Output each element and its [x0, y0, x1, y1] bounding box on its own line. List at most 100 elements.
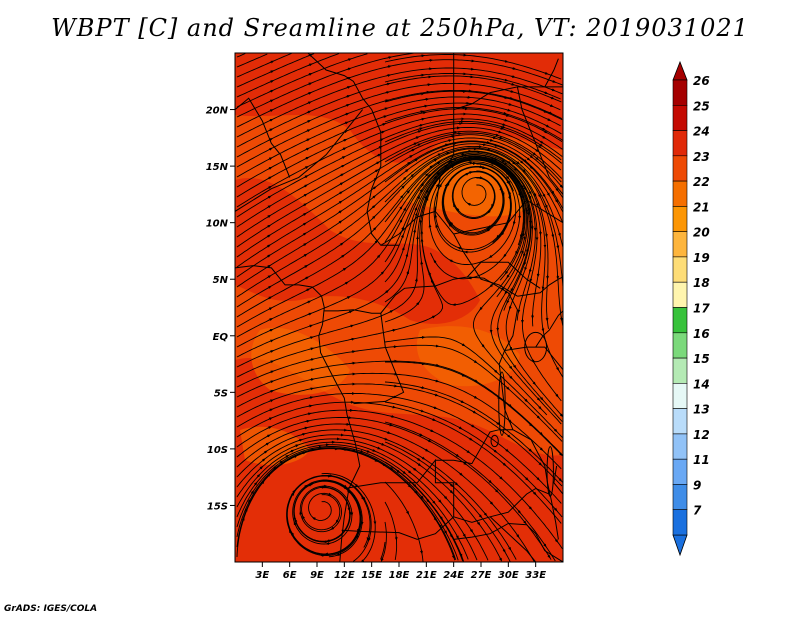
- streamline-arrow: [498, 136, 504, 140]
- streamline-arrow: [519, 233, 523, 239]
- streamline-arrow: [291, 531, 295, 537]
- streamline-arrow: [448, 259, 454, 263]
- streamline: [384, 151, 563, 378]
- streamline-arrow: [336, 553, 341, 556]
- streamline-arrow: [326, 539, 331, 542]
- streamline-arrow: [306, 129, 311, 133]
- streamline-arrow: [539, 447, 544, 451]
- streamline-arrow: [303, 264, 309, 268]
- streamline-arrow: [538, 462, 543, 466]
- streamline-arrow: [401, 246, 405, 252]
- streamline-arrow: [268, 318, 274, 321]
- streamline-arrow: [452, 142, 458, 146]
- streamline-arrow: [473, 379, 479, 383]
- streamline-arrow: [306, 300, 312, 304]
- colorbar-swatch: [672, 281, 688, 308]
- streamline-arrow: [431, 278, 434, 284]
- border-line: [544, 58, 559, 88]
- streamline-arrow: [327, 492, 333, 496]
- streamline-arrow: [304, 166, 309, 169]
- streamline-arrow: [536, 397, 541, 402]
- streamline-arrow: [457, 246, 462, 250]
- streamline-arrow: [306, 110, 312, 114]
- streamline-arrow: [303, 175, 309, 179]
- streamline-arrow: [460, 400, 465, 403]
- streamline-arrow: [266, 224, 272, 228]
- streamline: [236, 417, 552, 560]
- streamline-arrow: [347, 506, 351, 512]
- streamline-arrow: [383, 437, 389, 441]
- streamline-arrow: [420, 92, 425, 96]
- streamline-arrow: [424, 173, 429, 177]
- colorbar-swatch: [672, 130, 688, 157]
- streamline-arrow: [557, 232, 561, 237]
- streamline-arrow: [443, 164, 448, 168]
- streamline-arrow: [458, 426, 463, 430]
- streamline-arrow: [269, 99, 274, 103]
- streamline-arrow: [488, 254, 493, 259]
- streamline-arrow: [559, 316, 563, 322]
- streamline-arrow: [429, 429, 435, 433]
- colorbar-label: 22: [693, 175, 710, 189]
- streamline-arrow: [269, 360, 275, 364]
- streamline-arrow: [433, 180, 437, 185]
- streamline-arrow: [266, 254, 272, 258]
- streamline-arrow: [304, 156, 310, 160]
- lon-tick-label: 6E: [283, 570, 297, 581]
- streamline-arrow: [247, 498, 251, 504]
- streamline-arrow: [419, 409, 425, 413]
- streamline-arrow: [427, 439, 432, 443]
- streamline-arrow: [505, 448, 510, 453]
- streamline-arrow: [510, 82, 516, 86]
- streamline-arrow: [399, 205, 403, 210]
- streamline-arrow: [375, 161, 381, 165]
- streamline-arrow: [406, 161, 411, 165]
- streamline-arrow: [335, 518, 339, 524]
- streamline-arrow: [269, 89, 275, 93]
- streamline: [236, 148, 563, 326]
- streamline-arrow: [269, 118, 274, 122]
- streamline-arrow: [376, 153, 382, 157]
- streamline-arrow: [309, 368, 315, 372]
- streamline-arrow: [542, 109, 548, 113]
- streamline-arrow: [508, 419, 513, 423]
- streamline-arrow: [448, 223, 452, 228]
- streamlines: [236, 53, 563, 562]
- streamline-arrow: [509, 346, 513, 351]
- streamline-arrow: [302, 242, 308, 247]
- streamline: [384, 121, 562, 161]
- streamline-arrow: [529, 165, 534, 170]
- streamline: [236, 143, 563, 288]
- streamline: [236, 423, 535, 562]
- streamline-arrow: [308, 404, 313, 408]
- streamline-arrow: [367, 536, 371, 542]
- streamline-arrow: [509, 305, 512, 310]
- streamline-arrow: [400, 194, 404, 199]
- streamline-arrow: [437, 153, 442, 157]
- streamline-arrow: [493, 369, 498, 374]
- streamline-arrow: [479, 306, 483, 311]
- streamline-arrow: [339, 173, 345, 177]
- streamline-arrow: [438, 183, 442, 188]
- streamline-arrow: [506, 180, 510, 185]
- streamline-arrow: [269, 399, 274, 403]
- lat-tick-label: 5N: [213, 275, 229, 286]
- streamline-arrow: [307, 101, 312, 105]
- streamline-arrow: [455, 534, 459, 540]
- streamline-arrow: [309, 347, 315, 351]
- streamline-arrow: [503, 78, 509, 82]
- streamline-arrow: [342, 138, 348, 142]
- streamline-arrow: [346, 296, 351, 299]
- streamline-arrow: [489, 501, 494, 506]
- streamline: [236, 89, 563, 168]
- streamline-arrow: [539, 396, 544, 401]
- border-line: [453, 487, 550, 523]
- streamline-arrow: [378, 146, 383, 149]
- streamline: [433, 162, 514, 253]
- streamline-arrow: [307, 92, 313, 95]
- streamline: [236, 409, 563, 549]
- streamline-arrow: [404, 168, 409, 173]
- streamline-arrow: [311, 517, 317, 521]
- streamline-arrow: [536, 476, 540, 481]
- streamline-arrow: [449, 533, 453, 539]
